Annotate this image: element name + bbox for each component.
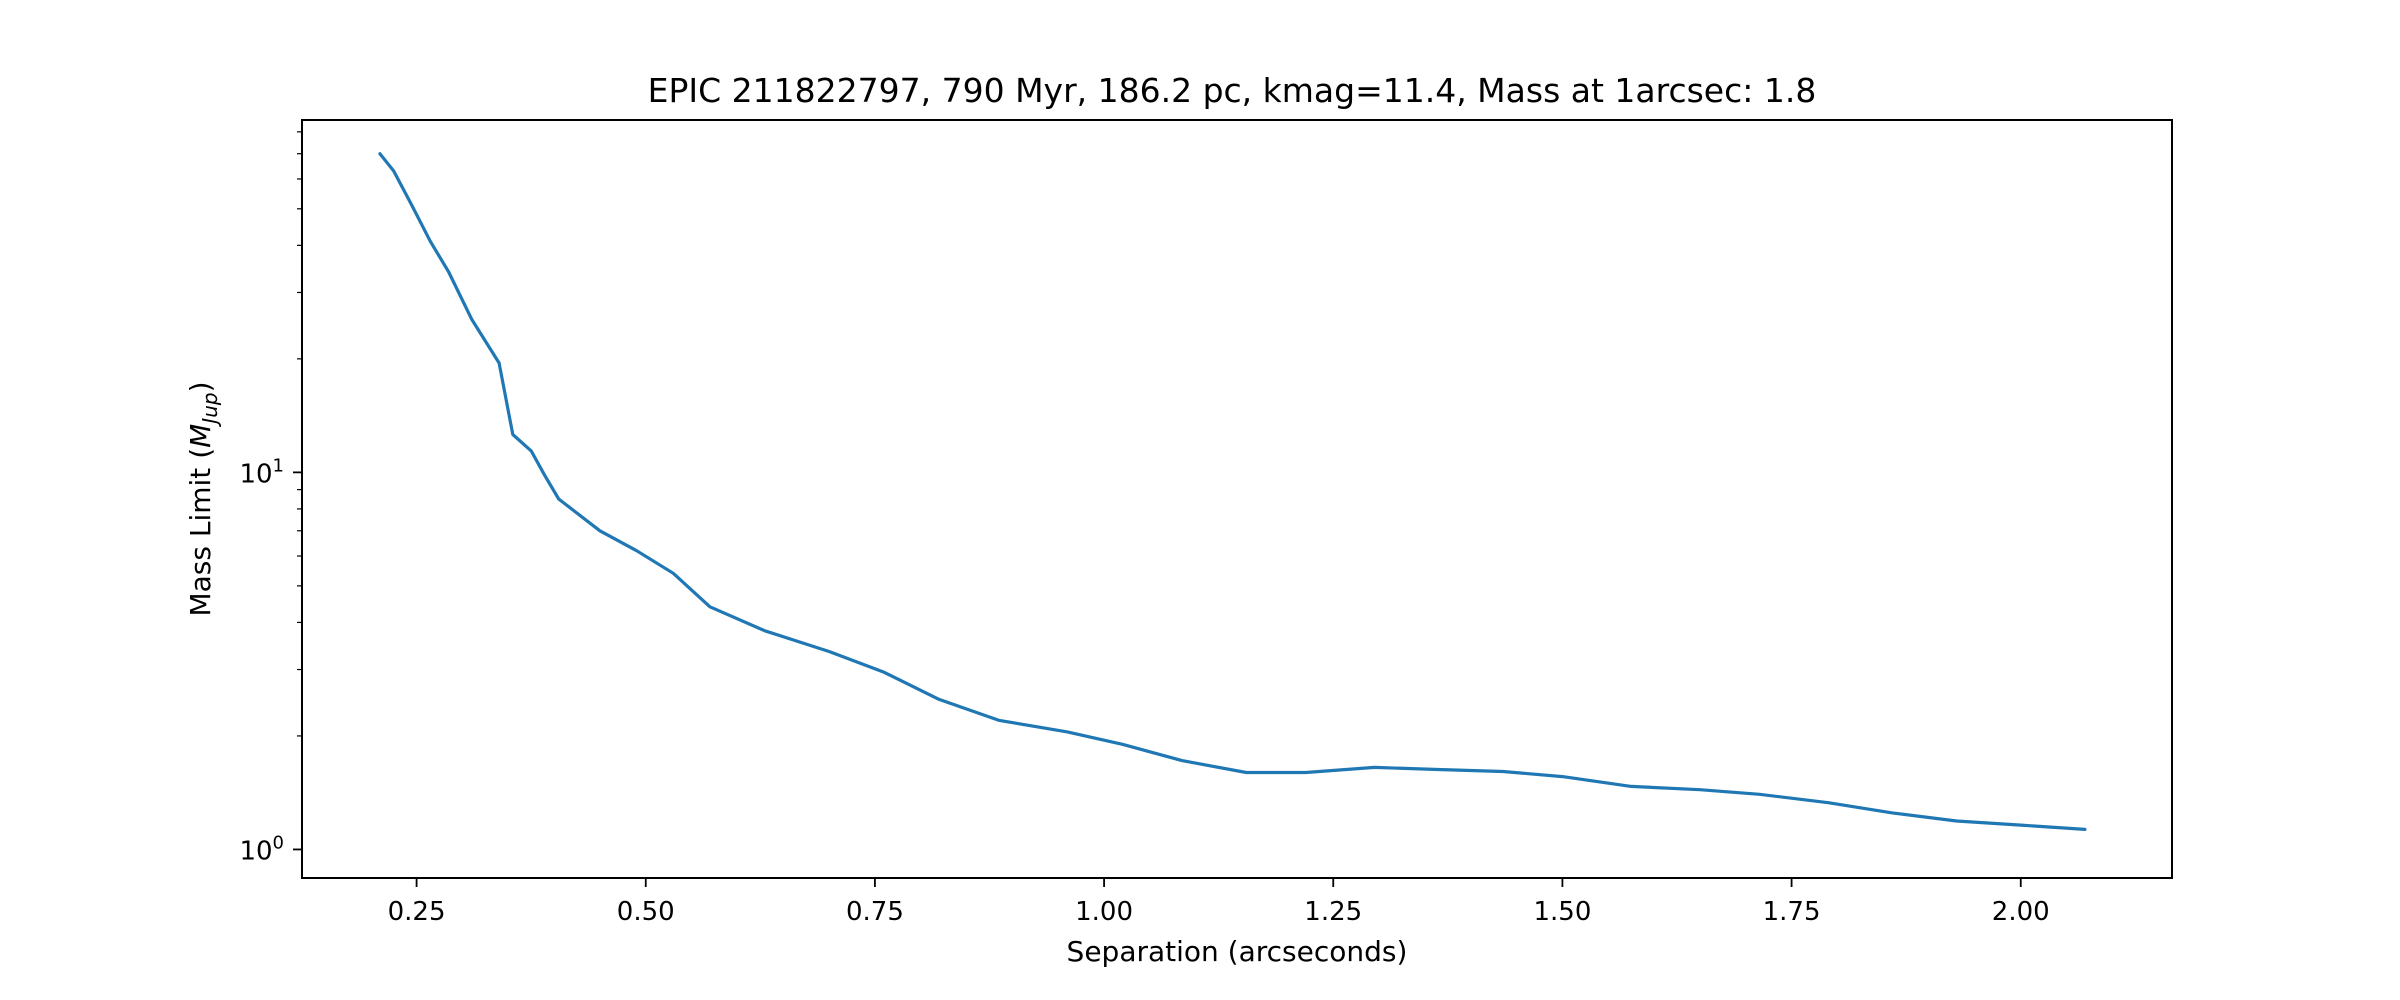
x-tick-label-4: 1.25 xyxy=(1304,897,1362,927)
x-axis-ticks: 0.25 0.50 0.75 1.00 1.25 1.50 1.75 2.00 xyxy=(388,878,2050,927)
x-tick-label-7: 2.00 xyxy=(1992,897,2050,927)
y-axis-label-main: Mass Limit ( xyxy=(184,448,217,617)
y-axis-label-close: ) xyxy=(184,381,217,392)
x-tick-label-2: 0.75 xyxy=(846,897,904,927)
plot-area: 0.25 0.50 0.75 1.00 1.25 1.50 1.75 2.00 100 101 xyxy=(239,119,2173,927)
y-axis-ticks: 100 101 xyxy=(239,131,302,866)
x-tick-label-1: 0.50 xyxy=(617,897,675,927)
y-tick-label-1: 101 xyxy=(239,455,284,489)
x-tick-label-3: 1.00 xyxy=(1075,897,1133,927)
x-tick-label-6: 1.75 xyxy=(1763,897,1821,927)
x-tick-label-0: 0.25 xyxy=(388,897,446,927)
y-tick-label-0: 100 xyxy=(239,832,284,866)
mass-limit-curve xyxy=(378,152,2087,831)
y-axis-label-subscript: Jup xyxy=(198,392,222,427)
x-axis-label: Separation (arcseconds) xyxy=(1067,935,1408,968)
chart-title: EPIC 211822797, 790 Myr, 186.2 pc, kmag=… xyxy=(648,71,1817,110)
y-axis-label: Mass Limit (MJup) xyxy=(184,381,222,616)
y-axis-label-symbol: M xyxy=(184,424,217,448)
axes-frame xyxy=(301,119,2173,879)
x-tick-label-5: 1.50 xyxy=(1533,897,1591,927)
